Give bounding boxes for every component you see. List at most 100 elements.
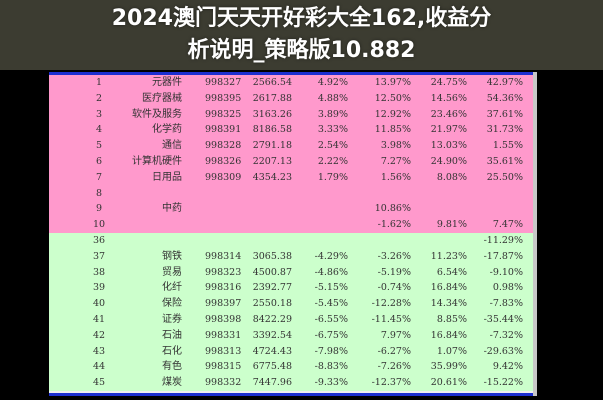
cell-sector-name: 软件及服务 [132,108,182,120]
table-row[interactable]: 2 医疗器械 998395 2617.88 4.88% 12.50% 14.56% 54.36… [49,90,533,107]
cell-index-value: 8186.58 [252,124,292,136]
cell-change-2: 7.27% [380,156,411,167]
cell-index-value: 3065.38 [252,250,292,262]
cell-change-1: -9.33% [314,377,348,389]
table-row[interactable]: 42 石油 998331 3392.54 -6.75% 7.97% 16.84% -7.32% [49,327,533,344]
cell-change-2: 12.50% [374,92,411,104]
table-row[interactable]: 1 元器件 998327 2566.54 4.92% 13.97% 24.75% 42.97% [49,75,533,91]
cell-change-1: -5.15% [314,282,348,294]
cell-rank: 9 [95,203,103,215]
cell-sector-name: 贸易 [162,266,182,278]
cell-index-value: 6775.48 [252,361,292,373]
cell-change-2: 3.98% [380,140,411,152]
cell-change-4: -35.44% [483,314,523,325]
cell-change-3: 24.75% [430,77,467,88]
cell-change-1: -8.83% [314,361,348,373]
table-row[interactable]: 6 计算机硬件 998326 2207.13 2.22% 7.27% 24.90% 35.61… [49,154,533,170]
table-row[interactable]: 8 [49,185,533,202]
cell-sector-name: 保险 [162,298,182,310]
cell-change-2: -12.28% [371,298,411,310]
cell-rank: 40 [92,298,106,310]
cell-change-4: 0.98% [492,282,523,294]
cell-change-1: 1.79% [317,171,348,183]
cell-rank: 37 [92,250,106,262]
cell-change-2: -1.62% [377,219,411,231]
cell-index-value: 2550.18 [252,298,292,310]
cell-code: 998309 [205,171,242,183]
cell-rank: 3 [95,108,103,120]
cell-index-value: 4354.23 [252,171,292,183]
table-row[interactable]: 7 日用品 998309 4354.23 1.79% 1.56% 8.08% 25.50% [49,169,533,186]
cell-rank: 43 [92,345,106,357]
table-row[interactable]: 39 化纤 998316 2392.77 -5.15% -0.74% 16.84% 0.98% [49,280,533,297]
cell-change-4: -7.32% [489,329,523,341]
table-row[interactable]: 3 软件及服务 998325 3163.26 3.89% 12.92% 23.46% 37.6… [49,106,533,123]
cell-change-4: 31.73% [486,124,523,136]
cell-change-4: -29.63% [483,345,523,357]
overlay-title-line1: 2024澳门天天开好彩大全162,收益分 [111,6,492,31]
cell-index-value: 2392.77 [252,282,292,294]
cell-change-2: 12.92% [374,108,411,120]
table-row[interactable]: 10 -1.62% 9.81% 7.47% [49,217,533,233]
cell-change-4: -7.83% [489,298,523,310]
cell-change-3: 16.84% [430,282,467,294]
cell-sector-name: 通信 [162,140,182,152]
table-row[interactable]: 4 化学药 998391 8186.58 3.33% 11.85% 21.97% 31.73% [49,122,533,139]
cell-change-2: -7.26% [377,361,411,373]
cell-rank: 42 [92,329,106,341]
table-row[interactable]: 38 贸易 998323 4500.87 -4.86% -5.19% 6.54% -9.10% [49,264,533,281]
cell-sector-name: 有色 [162,361,182,373]
cell-rank: 41 [92,314,106,325]
cell-change-2: 13.97% [374,77,411,88]
cell-rank: 39 [92,282,106,294]
cell-change-1: -6.75% [314,329,348,341]
sector-table: 1 元器件 998327 2566.54 4.92% 13.97% 24.75% 42.97%… [49,72,533,396]
cell-rank: 10 [92,219,106,231]
cell-sector-name: 煤炭 [162,377,182,389]
cell-code: 998332 [205,377,242,389]
cell-code: 998326 [205,156,242,167]
cell-change-3: 24.90% [430,156,467,167]
cell-change-4: 1.55% [492,140,523,152]
scrollbar[interactable] [533,72,537,396]
cell-code: 998313 [205,345,242,357]
cell-change-3: 35.99% [430,361,467,373]
cell-code: 998391 [205,124,242,136]
cell-rank: 7 [95,171,103,183]
table-row[interactable]: 9 中药 10.86% [49,201,533,218]
table-row[interactable]: 40 保险 998397 2550.18 -5.45% -12.28% 14.34% -7.8… [49,296,533,312]
cell-sector-name: 证券 [162,314,182,325]
cell-code: 998323 [205,266,242,278]
cell-index-value: 2566.54 [252,77,292,88]
cell-change-1: 4.92% [317,77,348,88]
table-row[interactable]: 43 石化 998313 4724.43 -7.98% -6.27% 1.07% -29.63… [49,343,533,360]
cell-rank: 5 [95,140,103,152]
cell-change-3: 14.34% [430,298,467,310]
cell-rank: 6 [95,156,103,167]
cell-sector-name: 钢铁 [162,250,182,262]
cell-rank: 38 [92,266,106,278]
cell-index-value: 4500.87 [252,266,292,278]
cell-change-2: 7.97% [380,329,411,341]
cell-index-value: 7447.96 [252,377,292,389]
cell-change-3: 21.97% [430,124,467,136]
cell-change-2: -5.19% [377,266,411,278]
cell-change-3: 8.85% [436,314,467,325]
table-row[interactable]: 44 有色 998315 6775.48 -8.83% -7.26% 35.99% 9.42% [49,359,533,376]
table-row[interactable]: 37 钢铁 998314 3065.38 -4.29% -3.26% 11.23% -17.8… [49,248,533,265]
cell-change-1: -7.98% [314,345,348,357]
cell-change-2: -3.26% [377,250,411,262]
cell-sector-name: 石油 [162,329,182,341]
table-row[interactable]: 45 煤炭 998332 7447.96 -9.33% -12.37% 20.61% -15.… [49,375,533,391]
cell-change-1: 2.22% [317,156,348,167]
cell-change-3: 6.54% [436,266,467,278]
table-bottom-border [49,393,533,396]
cell-change-2: 11.85% [374,124,411,136]
table-row[interactable]: 5 通信 998328 2791.18 2.54% 3.98% 13.03% 1.55% [49,138,533,154]
table-row[interactable]: 41 证券 998398 8422.29 -6.55% -11.45% 8.85% -35.4… [49,312,533,328]
cell-index-value: 8422.29 [252,314,292,325]
cell-change-1: -4.29% [314,250,348,262]
cell-sector-name: 医疗器械 [142,92,182,104]
table-row[interactable]: 36 -11.29% [49,233,533,249]
cell-change-4: -15.22% [483,377,523,389]
